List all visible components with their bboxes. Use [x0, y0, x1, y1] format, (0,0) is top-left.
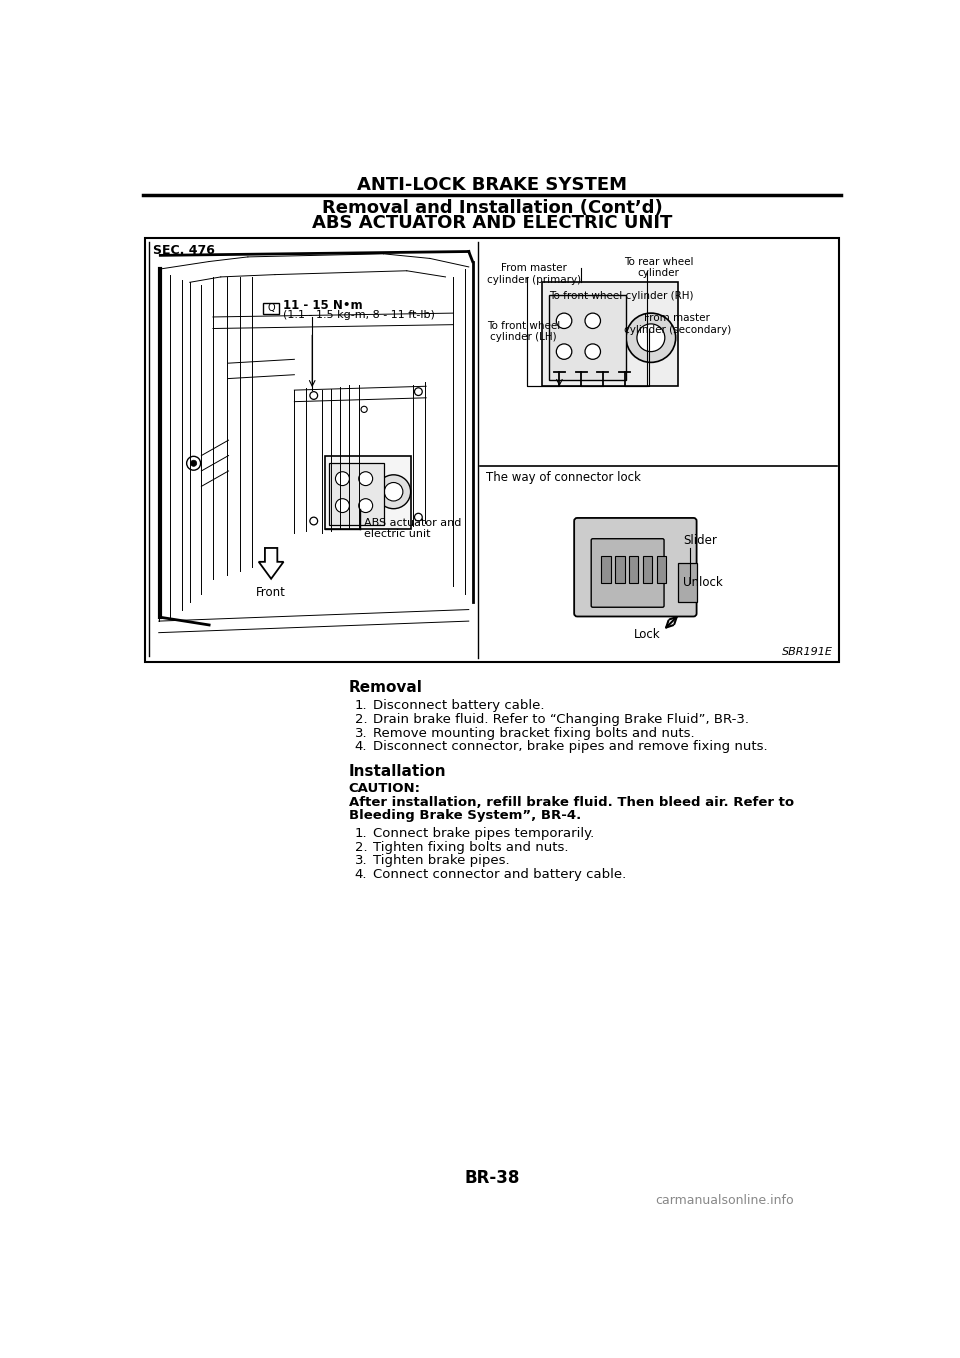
Text: Slider: Slider [684, 534, 717, 547]
Bar [615, 555, 625, 583]
Text: SEC. 476: SEC. 476 [153, 244, 214, 257]
Circle shape [585, 314, 601, 329]
Circle shape [361, 406, 368, 413]
Text: After installation, refill brake fluid. Then bleed air. Refer to: After installation, refill brake fluid. … [348, 796, 794, 809]
Bar [657, 555, 666, 583]
Text: (1.1 - 1.5 kg-m, 8 - 11 ft-lb): (1.1 - 1.5 kg-m, 8 - 11 ft-lb) [283, 311, 435, 320]
Bar [145, 239, 839, 661]
FancyBboxPatch shape [591, 539, 664, 607]
Text: 1.: 1. [355, 699, 368, 712]
Text: Installation: Installation [348, 763, 446, 778]
Bar [629, 555, 638, 583]
Bar [325, 455, 411, 528]
Circle shape [557, 344, 572, 360]
Text: carmanualsonline.info: carmanualsonline.info [655, 1194, 794, 1207]
Text: Lock: Lock [634, 627, 660, 641]
FancyArrow shape [259, 549, 283, 579]
Text: Connect brake pipes temporarily.: Connect brake pipes temporarily. [373, 827, 594, 839]
Text: ABS actuator and: ABS actuator and [364, 519, 462, 528]
Text: From master
cylinder (secondary): From master cylinder (secondary) [624, 314, 731, 334]
Text: Removal: Removal [348, 680, 422, 695]
Text: Connect connector and battery cable.: Connect connector and battery cable. [373, 868, 627, 881]
Text: 3.: 3. [355, 854, 368, 868]
Text: CAUTION:: CAUTION: [348, 782, 420, 794]
FancyBboxPatch shape [574, 517, 697, 617]
Text: To front wheel
cylinder (LH): To front wheel cylinder (LH) [487, 320, 560, 342]
Text: To rear wheel
cylinder: To rear wheel cylinder [624, 257, 693, 278]
Text: 1.: 1. [355, 827, 368, 839]
Circle shape [186, 456, 201, 470]
Circle shape [310, 391, 318, 399]
Circle shape [359, 471, 372, 486]
Text: BR-38: BR-38 [465, 1169, 519, 1187]
Text: Disconnect connector, brake pipes and remove fixing nuts.: Disconnect connector, brake pipes and re… [373, 740, 768, 754]
Bar [678, 564, 697, 602]
Text: Removal and Installation (Cont’d): Removal and Installation (Cont’d) [322, 198, 662, 217]
Text: To front wheel cylinder (RH): To front wheel cylinder (RH) [548, 291, 693, 301]
Text: Disconnect battery cable.: Disconnect battery cable. [373, 699, 545, 712]
Bar [601, 555, 611, 583]
Text: 11 - 15 N•m: 11 - 15 N•m [283, 299, 362, 312]
Text: The way of connector lock: The way of connector lock [486, 471, 640, 483]
Circle shape [335, 498, 349, 512]
Text: Tighten fixing bolts and nuts.: Tighten fixing bolts and nuts. [373, 841, 569, 854]
Circle shape [190, 460, 197, 466]
Circle shape [359, 498, 372, 512]
Circle shape [310, 517, 318, 524]
Text: Remove mounting bracket fixing bolts and nuts.: Remove mounting bracket fixing bolts and… [373, 727, 695, 740]
Bar [542, 282, 678, 386]
Circle shape [585, 344, 601, 360]
Text: 4.: 4. [355, 740, 368, 754]
Text: 4.: 4. [355, 868, 368, 881]
Text: Front: Front [256, 587, 286, 599]
Text: From master
cylinder (primary): From master cylinder (primary) [487, 263, 581, 285]
Text: 2.: 2. [355, 713, 368, 725]
Text: 3.: 3. [355, 727, 368, 740]
Bar [263, 303, 278, 314]
Circle shape [415, 513, 422, 521]
Text: Bleeding Brake System”, BR-4.: Bleeding Brake System”, BR-4. [348, 809, 581, 822]
Circle shape [626, 314, 676, 363]
Bar [548, 296, 626, 380]
Text: electric unit: electric unit [364, 530, 431, 539]
Text: Tighten brake pipes.: Tighten brake pipes. [373, 854, 510, 868]
Text: Drain brake fluid. Refer to “Changing Brake Fluid”, BR-3.: Drain brake fluid. Refer to “Changing Br… [373, 713, 750, 725]
Circle shape [384, 482, 403, 501]
Text: ANTI-LOCK BRAKE SYSTEM: ANTI-LOCK BRAKE SYSTEM [357, 175, 627, 194]
Bar [329, 463, 383, 524]
Circle shape [557, 314, 572, 329]
Circle shape [636, 325, 665, 352]
Circle shape [376, 475, 411, 509]
Text: Q: Q [267, 303, 275, 314]
Text: ABS ACTUATOR AND ELECTRIC UNIT: ABS ACTUATOR AND ELECTRIC UNIT [312, 215, 672, 232]
Circle shape [335, 471, 349, 486]
Bar [643, 555, 653, 583]
Text: 2.: 2. [355, 841, 368, 854]
Circle shape [415, 388, 422, 395]
Text: Unlock: Unlock [684, 576, 723, 589]
Text: SBR191E: SBR191E [782, 646, 833, 657]
